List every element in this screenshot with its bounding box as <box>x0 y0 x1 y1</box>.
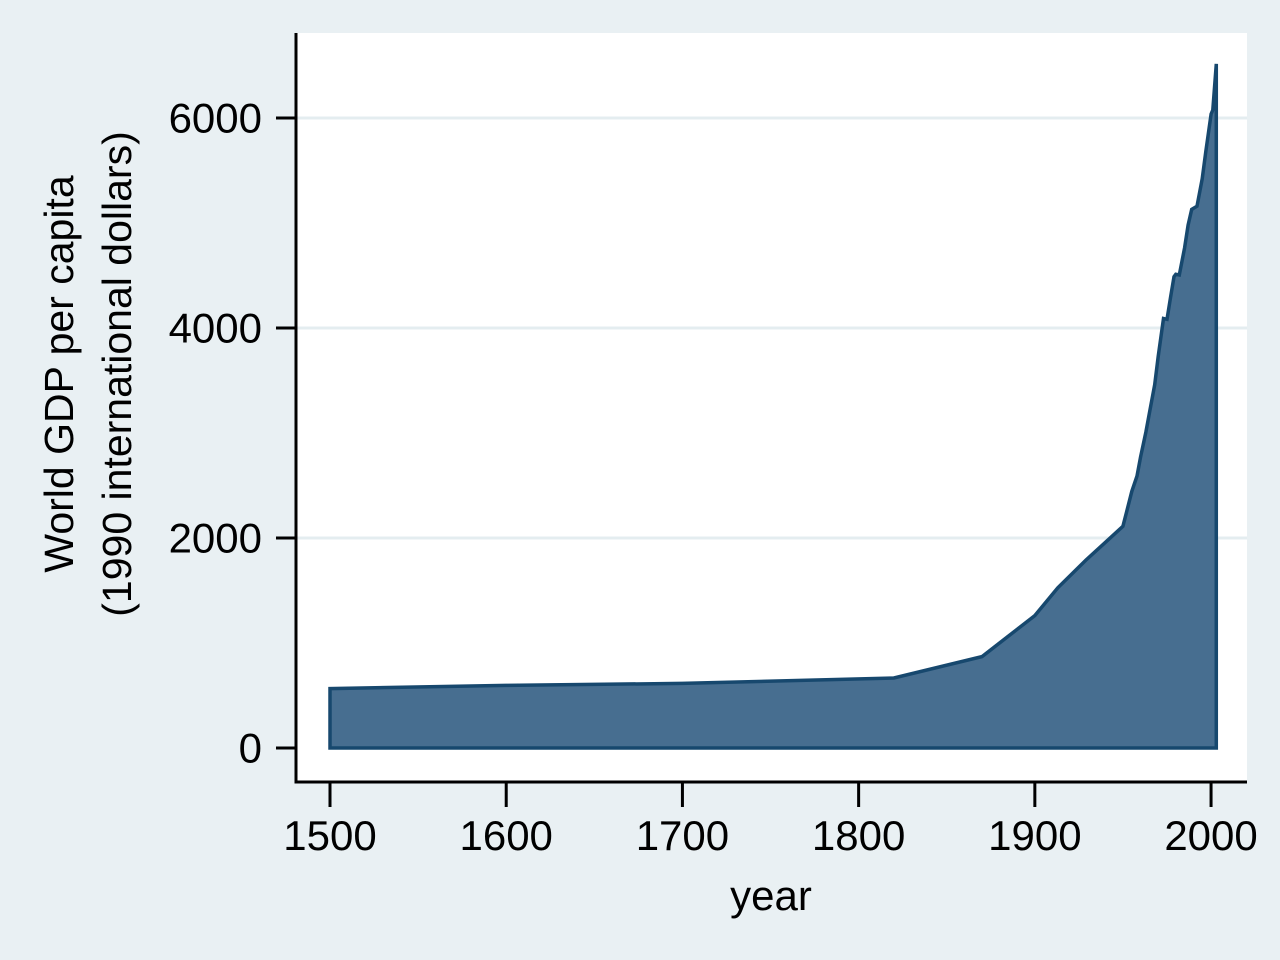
y-tick-label: 2000 <box>169 515 262 562</box>
x-tick-label: 1500 <box>283 812 376 859</box>
y-axis-title-line1: World GDP per capita <box>36 175 82 573</box>
x-axis-title: year <box>730 872 812 919</box>
x-tick-label: 1900 <box>988 812 1081 859</box>
y-tick-label: 6000 <box>169 95 262 142</box>
x-tick-label: 1800 <box>812 812 905 859</box>
area-series <box>328 63 1219 750</box>
y-tick-label: 0 <box>239 725 262 772</box>
x-tick-label: 2000 <box>1164 812 1257 859</box>
y-axis-title: World GDP per capita (1990 international… <box>30 131 146 616</box>
y-axis-title-line2: (1990 international dollars) <box>94 131 140 617</box>
x-tick-label: 1700 <box>636 812 729 859</box>
x-tick-label: 1600 <box>459 812 552 859</box>
y-tick-label: 4000 <box>169 305 262 352</box>
